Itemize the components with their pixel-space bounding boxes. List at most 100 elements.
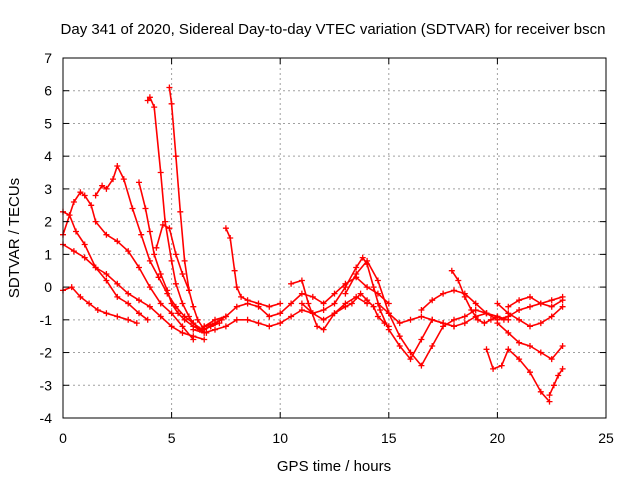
data-series-3: [60, 241, 208, 343]
data-point: [359, 254, 366, 261]
data-point: [516, 356, 523, 363]
data-series-22: [494, 300, 566, 330]
data-point: [125, 300, 132, 307]
data-point: [81, 192, 88, 199]
data-point: [527, 369, 533, 376]
data-point: [201, 329, 208, 336]
data-point: [498, 362, 505, 369]
data-point: [186, 287, 192, 294]
data-point: [461, 293, 468, 300]
data-point: [505, 303, 512, 310]
data-point: [136, 264, 142, 271]
data-point: [481, 320, 488, 327]
y-tick-label: 3: [44, 181, 52, 197]
data-point: [494, 313, 501, 320]
data-point: [385, 300, 392, 307]
data-point: [429, 343, 436, 349]
data-point: [288, 313, 295, 320]
y-tick-label: -2: [40, 345, 53, 361]
data-point: [348, 300, 355, 307]
y-tick-label: 2: [44, 214, 52, 230]
data-point: [537, 320, 544, 327]
data-point: [146, 94, 153, 101]
x-tick-label: 5: [168, 430, 176, 446]
data-point: [309, 310, 316, 317]
data-series-10: [222, 225, 284, 310]
data-point: [500, 316, 507, 323]
data-series-9: [153, 221, 192, 294]
data-point: [537, 300, 544, 307]
data-point: [77, 293, 84, 300]
data-point: [157, 313, 164, 320]
data-point: [418, 307, 425, 313]
data-point: [353, 264, 360, 271]
data-point: [179, 323, 186, 330]
data-point: [179, 300, 186, 307]
data-point: [99, 182, 106, 189]
data-point: [146, 284, 153, 291]
series-trace: [203, 276, 390, 328]
y-tick-label: 5: [44, 115, 52, 131]
data-point: [168, 310, 175, 317]
series-trace: [155, 224, 190, 291]
data-point: [138, 231, 145, 238]
data-point: [537, 388, 544, 395]
data-point: [448, 267, 455, 274]
data-point: [103, 231, 110, 238]
series-trace: [548, 368, 564, 396]
data-series-4: [60, 284, 140, 327]
data-point: [527, 323, 533, 330]
data-point: [559, 293, 566, 300]
x-axis-label: GPS time / hours: [277, 458, 391, 475]
y-tick-label: 0: [44, 279, 52, 295]
series-trace: [62, 211, 149, 321]
y-tick-label: 4: [44, 148, 52, 164]
data-point: [201, 323, 208, 330]
data-point: [288, 300, 295, 307]
x-tick-label: 20: [490, 430, 506, 446]
data-point: [212, 320, 218, 327]
data-point: [516, 316, 523, 323]
grid: [63, 58, 606, 418]
data-series: [60, 84, 566, 405]
data-point: [505, 310, 512, 317]
data-point: [277, 300, 284, 307]
data-point: [527, 343, 533, 349]
y-tick-label: 6: [44, 83, 52, 99]
data-point: [377, 307, 384, 313]
data-point: [164, 287, 171, 294]
data-point: [222, 225, 229, 232]
data-point: [451, 323, 457, 330]
data-point: [146, 303, 153, 310]
data-point: [103, 310, 110, 317]
data-point: [190, 320, 197, 327]
data-point: [166, 84, 173, 91]
data-point: [222, 313, 229, 320]
data-point: [331, 310, 338, 317]
data-point: [168, 257, 175, 264]
y-axis-label: SDTVAR / TECUs: [6, 178, 23, 298]
data-point: [114, 313, 121, 320]
data-point: [166, 225, 173, 232]
data-point: [309, 293, 316, 300]
data-point: [172, 280, 179, 287]
data-series-20: [494, 320, 566, 363]
data-point: [396, 343, 403, 349]
data-point: [559, 303, 566, 310]
data-point: [231, 267, 238, 274]
data-point: [266, 303, 273, 310]
data-point: [320, 300, 327, 307]
data-point: [190, 333, 197, 340]
data-point: [429, 316, 436, 323]
data-point: [142, 205, 149, 212]
y-tick-label: -3: [40, 377, 53, 393]
y-tick-label: -4: [40, 410, 53, 426]
data-point: [151, 104, 158, 111]
data-point: [527, 303, 533, 310]
data-point: [483, 346, 490, 353]
data-point: [222, 323, 229, 330]
data-series-8: [166, 84, 225, 333]
data-point: [331, 290, 338, 297]
data-point: [114, 280, 121, 287]
